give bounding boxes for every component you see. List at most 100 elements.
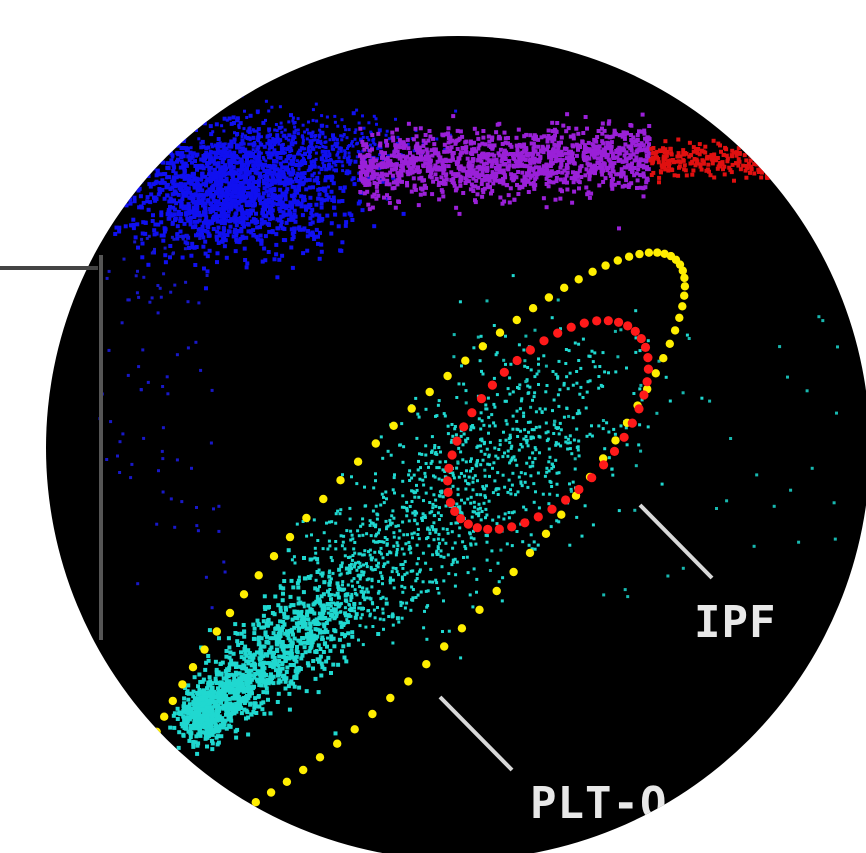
purple-dot xyxy=(363,160,368,165)
purple-dot xyxy=(424,185,428,190)
cyan-dot xyxy=(283,686,288,691)
red-dot xyxy=(667,164,671,169)
purple-dot xyxy=(517,142,522,147)
cyan-dot xyxy=(507,478,511,482)
blue-dot xyxy=(156,192,161,197)
cyan-dot xyxy=(206,709,211,714)
blue-dot xyxy=(291,116,295,120)
purple-dot xyxy=(392,150,397,155)
blue-dot xyxy=(214,189,218,194)
red-dot xyxy=(727,165,732,170)
blue-dot xyxy=(215,170,220,175)
cyan-dot xyxy=(251,710,256,714)
blue-dot xyxy=(229,200,234,205)
purple-dot xyxy=(559,140,563,145)
blue-dot xyxy=(166,392,170,396)
cyan-dot xyxy=(263,683,268,688)
purple-dot xyxy=(647,124,652,128)
purple-dot xyxy=(636,167,641,172)
blue-dot xyxy=(180,255,185,260)
blue-dot xyxy=(299,171,304,176)
blue-dot xyxy=(333,141,337,145)
purple-dot xyxy=(545,136,550,140)
purple-dot xyxy=(600,172,605,177)
blue-dot xyxy=(286,155,291,159)
cyan-dot xyxy=(327,617,332,622)
cyan-dot xyxy=(396,544,400,548)
blue-dot xyxy=(171,155,175,159)
cyan-dot xyxy=(306,603,311,608)
purple-dot xyxy=(621,130,626,135)
blue-dot xyxy=(308,195,313,200)
blue-dot xyxy=(230,160,235,165)
blue-dot xyxy=(280,165,285,170)
purple-dot xyxy=(401,140,406,145)
blue-dot xyxy=(208,175,213,179)
purple-dot xyxy=(405,181,409,185)
cyan-dot xyxy=(477,514,481,518)
blue-dot xyxy=(307,177,312,182)
blue-dot xyxy=(176,192,181,197)
purple-dot xyxy=(486,152,491,157)
blue-dot xyxy=(201,220,206,225)
blue-dot xyxy=(334,163,338,167)
blue-dot xyxy=(254,234,259,239)
blue-dot xyxy=(225,233,230,238)
blue-dot xyxy=(228,149,232,153)
blue-dot xyxy=(179,146,184,150)
cyan-dot xyxy=(401,578,404,581)
cyan-dot xyxy=(528,385,532,389)
red-dot xyxy=(658,149,663,154)
purple-dot xyxy=(416,203,421,208)
blue-dot xyxy=(289,245,294,250)
blue-dot xyxy=(379,146,383,150)
purple-dot xyxy=(534,134,538,139)
blue-dot xyxy=(196,184,201,188)
cyan-dot xyxy=(346,631,351,636)
purple-dot xyxy=(405,154,410,159)
purple-dot xyxy=(630,161,634,166)
cyan-dot xyxy=(451,484,455,488)
cyan-dot xyxy=(440,491,444,495)
purple-dot xyxy=(440,167,445,172)
cyan-dot xyxy=(522,414,526,418)
purple-dot xyxy=(625,163,630,168)
cyan-dot xyxy=(276,673,280,678)
blue-dot xyxy=(333,114,337,118)
red-dot xyxy=(677,164,682,169)
blue-dot xyxy=(145,195,150,200)
cyan-dot xyxy=(240,672,245,677)
blue-dot xyxy=(226,202,231,207)
blue-dot xyxy=(247,171,251,174)
purple-dot xyxy=(601,180,606,184)
cyan-dot xyxy=(350,533,354,537)
purple-dot xyxy=(545,139,550,144)
blue-dot xyxy=(139,205,144,210)
blue-dot xyxy=(194,213,199,218)
purple-dot xyxy=(497,163,502,168)
purple-dot xyxy=(391,180,396,185)
purple-dot xyxy=(440,160,445,165)
cyan-dot xyxy=(487,415,491,419)
purple-dot xyxy=(538,156,543,161)
red-dot xyxy=(705,154,710,159)
blue-dot xyxy=(271,176,276,181)
cyan-dot xyxy=(326,618,330,622)
red-dot xyxy=(678,154,683,159)
blue-dot xyxy=(327,162,331,166)
blue-dot xyxy=(209,132,214,137)
blue-dot xyxy=(368,143,372,147)
blue-dot xyxy=(350,218,355,222)
purple-dot xyxy=(608,163,613,168)
red-dot xyxy=(711,155,716,160)
blue-dot xyxy=(236,168,241,173)
cyan-dot xyxy=(437,446,441,449)
purple-dot xyxy=(408,150,412,155)
cyan-dot xyxy=(329,577,333,581)
cyan-dot xyxy=(250,658,255,663)
blue-dot xyxy=(281,160,285,164)
blue-dot xyxy=(156,311,160,315)
blue-dot xyxy=(251,128,255,132)
cyan-dot xyxy=(523,472,527,476)
blue-dot xyxy=(262,163,266,167)
